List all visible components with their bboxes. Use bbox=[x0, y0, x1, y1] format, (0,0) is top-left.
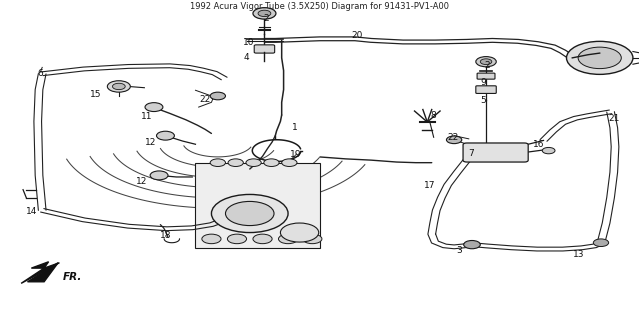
Circle shape bbox=[593, 239, 609, 247]
Text: 21: 21 bbox=[608, 114, 620, 123]
FancyBboxPatch shape bbox=[476, 86, 496, 93]
Circle shape bbox=[447, 136, 462, 144]
Text: 22: 22 bbox=[447, 133, 458, 142]
Text: 7: 7 bbox=[468, 149, 474, 158]
Text: 10: 10 bbox=[243, 38, 254, 47]
Circle shape bbox=[113, 83, 125, 90]
Text: 4: 4 bbox=[244, 53, 250, 62]
Circle shape bbox=[210, 159, 225, 167]
FancyBboxPatch shape bbox=[254, 45, 275, 53]
Text: 1992 Acura Vigor Tube (3.5X250) Diagram for 91431-PV1-A00: 1992 Acura Vigor Tube (3.5X250) Diagram … bbox=[191, 2, 449, 11]
Text: FR.: FR. bbox=[63, 272, 83, 282]
Circle shape bbox=[566, 41, 633, 74]
Circle shape bbox=[480, 59, 492, 64]
Text: 22: 22 bbox=[200, 95, 211, 104]
Polygon shape bbox=[28, 263, 58, 282]
Circle shape bbox=[228, 159, 243, 167]
FancyBboxPatch shape bbox=[463, 143, 528, 162]
Text: 16: 16 bbox=[532, 140, 544, 149]
Text: 17: 17 bbox=[424, 181, 436, 190]
Circle shape bbox=[303, 234, 322, 244]
Text: 14: 14 bbox=[26, 207, 37, 216]
Text: 9: 9 bbox=[480, 78, 486, 87]
Text: 15: 15 bbox=[90, 90, 101, 99]
Circle shape bbox=[108, 81, 131, 92]
Circle shape bbox=[278, 234, 298, 244]
Circle shape bbox=[578, 47, 621, 69]
Circle shape bbox=[282, 159, 297, 167]
Circle shape bbox=[246, 159, 261, 167]
Text: 5: 5 bbox=[480, 96, 486, 105]
Text: 3: 3 bbox=[456, 246, 462, 255]
Text: 8: 8 bbox=[431, 111, 436, 120]
Circle shape bbox=[225, 201, 274, 226]
Circle shape bbox=[211, 195, 288, 233]
Circle shape bbox=[157, 131, 174, 140]
Bar bbox=[195, 163, 320, 249]
Circle shape bbox=[258, 10, 271, 17]
Circle shape bbox=[264, 159, 279, 167]
Circle shape bbox=[253, 234, 272, 244]
Text: 11: 11 bbox=[141, 112, 152, 121]
Text: 2: 2 bbox=[263, 14, 269, 23]
Circle shape bbox=[476, 56, 496, 67]
Text: 2: 2 bbox=[484, 61, 490, 70]
Circle shape bbox=[542, 147, 555, 154]
Circle shape bbox=[280, 223, 319, 242]
Text: 6: 6 bbox=[37, 69, 43, 78]
Polygon shape bbox=[21, 262, 60, 283]
Circle shape bbox=[210, 92, 225, 100]
Circle shape bbox=[253, 8, 276, 19]
Circle shape bbox=[150, 171, 168, 180]
Text: 20: 20 bbox=[351, 31, 363, 40]
Circle shape bbox=[202, 234, 221, 244]
Circle shape bbox=[227, 234, 246, 244]
Text: 12: 12 bbox=[145, 137, 156, 146]
FancyBboxPatch shape bbox=[477, 73, 495, 79]
Circle shape bbox=[145, 103, 163, 112]
Text: 18: 18 bbox=[160, 231, 172, 240]
Text: 13: 13 bbox=[573, 250, 584, 259]
Text: 12: 12 bbox=[136, 177, 147, 186]
Text: 19: 19 bbox=[290, 150, 301, 159]
Text: 1: 1 bbox=[292, 123, 298, 132]
Circle shape bbox=[464, 241, 480, 249]
